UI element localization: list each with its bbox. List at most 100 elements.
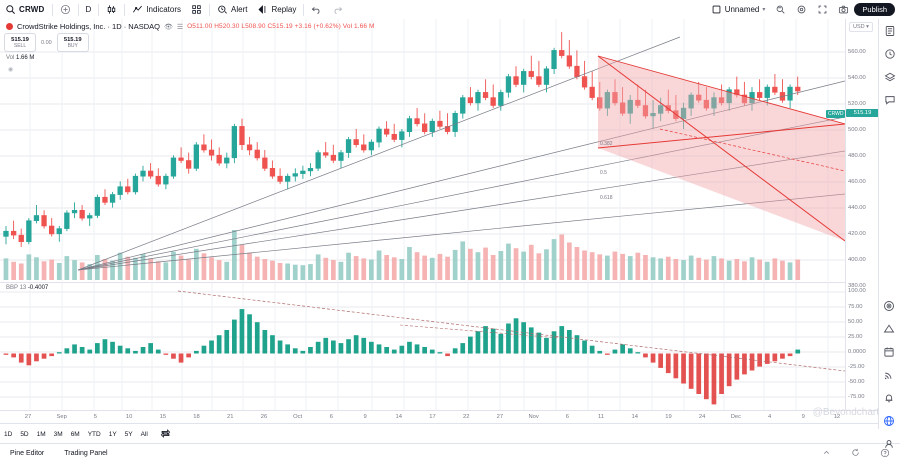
bbp-histogram xyxy=(3,309,801,405)
price-tick: 480.00 xyxy=(848,153,866,159)
replay-icon xyxy=(257,4,268,15)
range-1y[interactable]: 1Y xyxy=(108,430,117,438)
fullscreen-button[interactable] xyxy=(812,0,833,19)
eye-icon[interactable]: 👁 xyxy=(163,23,173,31)
interval-button[interactable]: D xyxy=(81,0,97,19)
fullscreen-icon xyxy=(817,4,828,15)
time-tick: 12 xyxy=(833,414,841,420)
range-all[interactable]: All xyxy=(140,430,148,438)
currency-selector[interactable]: USD ▾ xyxy=(849,22,873,32)
redo-button[interactable] xyxy=(327,0,348,19)
broadcast-icon[interactable] xyxy=(883,369,895,381)
plus-circle-icon xyxy=(60,4,71,15)
undo-button[interactable] xyxy=(306,0,327,19)
toolbar-divider xyxy=(303,3,305,16)
indicators-label: Indicators xyxy=(146,5,182,14)
time-tick: 9 xyxy=(801,414,805,420)
range-3m[interactable]: 3M xyxy=(53,430,63,438)
bbp-indicator-pane[interactable] xyxy=(0,282,845,410)
bbp-legend-value: -0.4007 xyxy=(27,285,49,291)
range-1m[interactable]: 1M xyxy=(36,430,46,438)
right-sidebar-rail-bottom xyxy=(878,300,900,450)
volume-histogram xyxy=(3,230,801,281)
time-tick: 27 xyxy=(496,414,504,420)
time-tick: 14 xyxy=(631,414,638,420)
symbol-label: CRWD xyxy=(19,5,45,14)
time-tick: 24 xyxy=(698,414,706,420)
help-circle-icon[interactable] xyxy=(870,448,900,460)
time-tick: Dec xyxy=(730,414,742,420)
quick-search-button[interactable] xyxy=(770,0,791,19)
globe-icon[interactable] xyxy=(883,415,895,427)
spread-value: 0.00 xyxy=(41,39,52,46)
watchlist-icon[interactable] xyxy=(884,25,896,37)
notification-bell-icon[interactable] xyxy=(883,392,895,404)
current-price-badge: 515.19 xyxy=(846,109,879,117)
date-range-icon[interactable] xyxy=(152,428,175,441)
time-tick: 10 xyxy=(125,414,133,420)
templates-button[interactable] xyxy=(186,0,207,19)
time-tick: 4 xyxy=(767,414,772,420)
price-tick: 460.00 xyxy=(848,179,866,185)
bbp-trendline-secondary xyxy=(399,324,561,339)
time-tick: 11 xyxy=(598,414,605,420)
sell-button[interactable]: 515.19 SELL xyxy=(4,33,36,52)
fib-label-05: 0.5 xyxy=(600,170,607,176)
symbol-search-button[interactable]: CRWD xyxy=(0,0,50,19)
profile-icon[interactable] xyxy=(883,438,895,450)
chart-canvas-area[interactable]: 0.382 0.5 0.618 xyxy=(0,19,845,410)
add-symbol-button[interactable] xyxy=(55,0,76,19)
chevron-up-icon[interactable] xyxy=(812,448,841,459)
chat-icon[interactable] xyxy=(884,94,896,106)
volume-visibility-icon[interactable]: ◉ xyxy=(8,67,14,73)
gear-icon xyxy=(796,4,807,15)
replay-label: Replay xyxy=(271,5,297,14)
alert-clock-icon xyxy=(217,4,228,15)
search-icon xyxy=(5,4,16,15)
volume-legend[interactable]: Vol 1.66 M xyxy=(6,55,34,61)
alert-button[interactable]: Alert xyxy=(212,0,252,19)
price-tick: 380.00 xyxy=(848,283,866,289)
alert-label: Alert xyxy=(231,5,248,14)
range-1d[interactable]: 1D xyxy=(4,430,13,438)
range-5d[interactable]: 5D xyxy=(20,430,29,438)
time-tick: 6 xyxy=(329,414,333,420)
time-tick: 22 xyxy=(462,414,470,420)
price-axis[interactable]: USD ▾ 560.00 540.00 520.00 515.19 500.00… xyxy=(845,19,879,410)
toolbar-divider xyxy=(77,3,79,16)
alerts-clock-icon[interactable] xyxy=(884,48,896,60)
projection-dashed-line xyxy=(659,128,845,172)
indicators-icon xyxy=(132,4,143,15)
layout-button[interactable]: Unnamed ▾ xyxy=(706,0,771,19)
publish-button[interactable]: Publish xyxy=(854,3,895,16)
buy-button[interactable]: 515.19 BUY xyxy=(56,33,89,52)
toolbar-divider xyxy=(98,3,100,16)
chart-type-button[interactable] xyxy=(101,0,122,19)
data-window-icon[interactable] xyxy=(884,71,896,83)
range-ytd[interactable]: YTD xyxy=(87,430,101,438)
price-tick: 540.00 xyxy=(848,75,866,81)
ideas-icon[interactable] xyxy=(883,300,895,312)
range-6m[interactable]: 6M xyxy=(70,430,80,438)
settings-button[interactable] xyxy=(791,0,812,19)
bbp-legend[interactable]: BBP 13 -0.4007 xyxy=(6,285,48,291)
price-tick: 420.00 xyxy=(848,231,866,237)
time-tick: 9 xyxy=(363,414,367,420)
refresh-icon[interactable] xyxy=(841,448,870,459)
volume-legend-value: 1.66 M xyxy=(16,55,35,61)
range-5y[interactable]: 5Y xyxy=(124,430,133,438)
indicators-button[interactable]: Indicators xyxy=(127,0,186,19)
time-axis[interactable]: 27 Sep 5 10 15 18 21 26 Oct 6 9 14 17 22 27 Nov 6 11 14 19 2… xyxy=(0,410,878,424)
price-pane[interactable]: 0.382 0.5 0.618 xyxy=(0,19,845,281)
trading-icon[interactable] xyxy=(883,323,895,335)
legend-title-row[interactable]: CrowdStrike Holdings, Inc. · 1D · NASDAQ… xyxy=(6,22,375,31)
calendar-icon[interactable] xyxy=(883,346,895,358)
pine-editor-tab[interactable]: Pine Editor xyxy=(10,450,45,457)
menu-icon[interactable]: ☰ xyxy=(176,23,184,31)
snapshot-button[interactable] xyxy=(833,0,854,19)
sell-label: SELL xyxy=(13,42,27,49)
replay-button[interactable]: Replay xyxy=(252,0,301,19)
camera-icon xyxy=(838,4,849,15)
price-tick: 560.00 xyxy=(848,49,866,55)
trading-panel-tab[interactable]: Trading Panel xyxy=(64,450,108,457)
